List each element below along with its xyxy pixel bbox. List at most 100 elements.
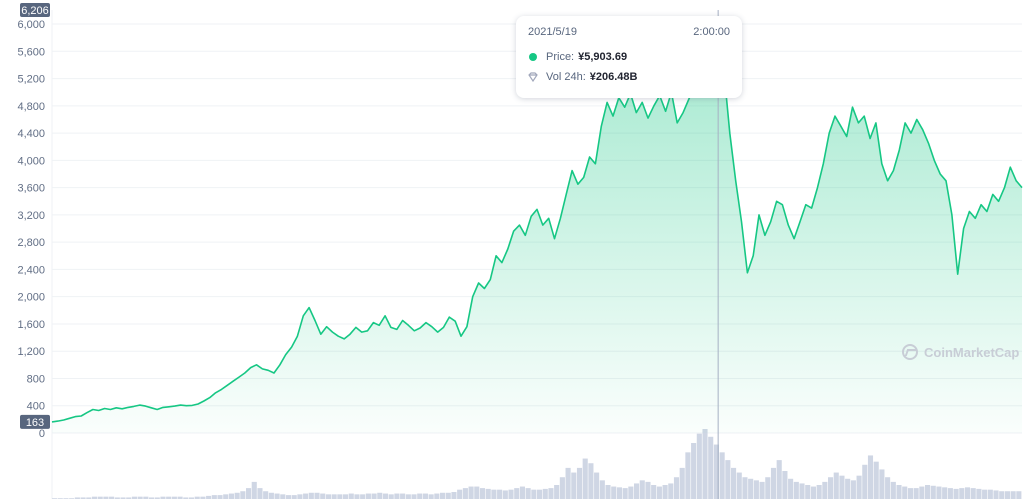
volume-bar xyxy=(183,497,189,499)
price-tooltip: 2021/5/19 2:00:00 Price: ¥5,903.69 Vol 2… xyxy=(516,16,742,98)
volume-bar xyxy=(673,477,680,499)
volume-bar xyxy=(519,486,525,499)
volume-bar xyxy=(491,489,497,499)
volume-bar xyxy=(143,496,149,499)
volume-bar xyxy=(325,494,331,499)
y-tick-label: 2,800 xyxy=(17,237,45,249)
volume-bar xyxy=(354,494,360,499)
volume-bar xyxy=(839,475,845,499)
volume-bar xyxy=(925,485,931,499)
volume-bar xyxy=(691,443,697,499)
y-tick-label: 4,800 xyxy=(17,101,45,113)
volume-bar xyxy=(297,494,303,499)
volume-bar xyxy=(74,497,80,499)
volume-bar xyxy=(57,498,63,499)
volume-bar xyxy=(822,481,828,499)
volume-bar xyxy=(91,496,98,499)
volume-bar xyxy=(748,478,754,499)
volume-bar xyxy=(611,486,617,499)
volume-bar xyxy=(850,480,856,499)
volume-bar xyxy=(594,472,600,499)
volume-bar xyxy=(896,485,902,499)
volume-bar xyxy=(86,497,92,499)
volume-bar xyxy=(194,496,200,499)
volume-bar xyxy=(422,493,428,499)
volume-bar xyxy=(280,494,286,499)
volume-bar xyxy=(999,491,1005,499)
volume-bar xyxy=(571,472,577,499)
volume-bar xyxy=(120,497,126,499)
volume-bar xyxy=(799,483,805,499)
volume-bar xyxy=(263,491,269,499)
volume-bar xyxy=(634,483,640,499)
volume-bar xyxy=(645,481,651,499)
volume-bar xyxy=(411,494,417,499)
volume-bar xyxy=(485,488,491,499)
volume-bar xyxy=(736,472,742,499)
volume-bar xyxy=(479,488,486,499)
volume-bar xyxy=(217,495,223,499)
volume-bar xyxy=(377,492,383,499)
volume-bar xyxy=(274,493,280,499)
y-tick-label: 5,600 xyxy=(17,46,45,58)
volume-bar xyxy=(770,467,777,499)
volume-bar xyxy=(160,496,166,499)
volume-bar xyxy=(445,492,451,499)
high-price-flag-bg xyxy=(20,3,50,17)
volume-bar xyxy=(576,467,583,499)
volume-bar xyxy=(314,492,320,499)
volume-bar xyxy=(103,496,109,499)
y-tick-label: 4,400 xyxy=(17,128,45,140)
volume-bar xyxy=(343,494,349,499)
volume-bar xyxy=(171,496,177,499)
volume-bar xyxy=(440,492,446,499)
volume-bar xyxy=(765,477,771,499)
volume-bar xyxy=(582,458,588,499)
y-tick-label: 6,000 xyxy=(17,19,45,31)
volume-bar xyxy=(913,488,919,499)
volume-bar xyxy=(154,497,160,499)
price-line xyxy=(51,29,1023,423)
y-axis: 0 400 800 1,200 1,600 2,000 2,400 2,800 3,200 3,6… xyxy=(17,19,45,440)
y-tick-label: 4,000 xyxy=(17,155,45,167)
dot-icon xyxy=(529,53,537,61)
volume-bar xyxy=(936,486,942,499)
volume-bar xyxy=(964,487,971,499)
volume-bar xyxy=(862,464,868,499)
volume-bar xyxy=(234,492,240,499)
y-tick-label: 3,600 xyxy=(17,183,45,195)
volume-bar xyxy=(468,486,474,499)
volume-bar xyxy=(679,467,685,499)
volume-bar xyxy=(565,467,571,499)
volume-bar xyxy=(833,472,839,499)
volume-bar xyxy=(651,485,657,499)
volume-bar xyxy=(63,498,69,499)
volume-bar xyxy=(1016,491,1022,499)
tooltip-time: 2:00:00 xyxy=(693,26,730,38)
volume-bar xyxy=(462,488,468,499)
volume-bar xyxy=(405,494,411,499)
low-price-flag-bg xyxy=(20,414,50,429)
volume-bar xyxy=(228,493,234,499)
volume-bar xyxy=(788,478,794,499)
volume-bar xyxy=(388,494,394,499)
volume-bar xyxy=(166,496,172,499)
volume-bar xyxy=(331,494,337,499)
volume-bar xyxy=(400,493,406,499)
volume-bar xyxy=(542,488,548,499)
volume-bar xyxy=(320,493,326,499)
volume-bar xyxy=(451,492,457,499)
volume-bar xyxy=(987,489,993,499)
volume-bar xyxy=(188,497,195,499)
volume-bar xyxy=(599,480,605,499)
volume-bar xyxy=(753,480,759,499)
volume-bar xyxy=(80,497,86,499)
volume-bar xyxy=(457,489,463,499)
volume-bar xyxy=(1010,491,1016,499)
volume-bar xyxy=(782,471,788,499)
volume-bar xyxy=(303,493,309,499)
price-flags: 6,206 163 xyxy=(20,3,50,429)
volume-bar xyxy=(930,485,936,499)
volume-bar xyxy=(348,493,354,499)
